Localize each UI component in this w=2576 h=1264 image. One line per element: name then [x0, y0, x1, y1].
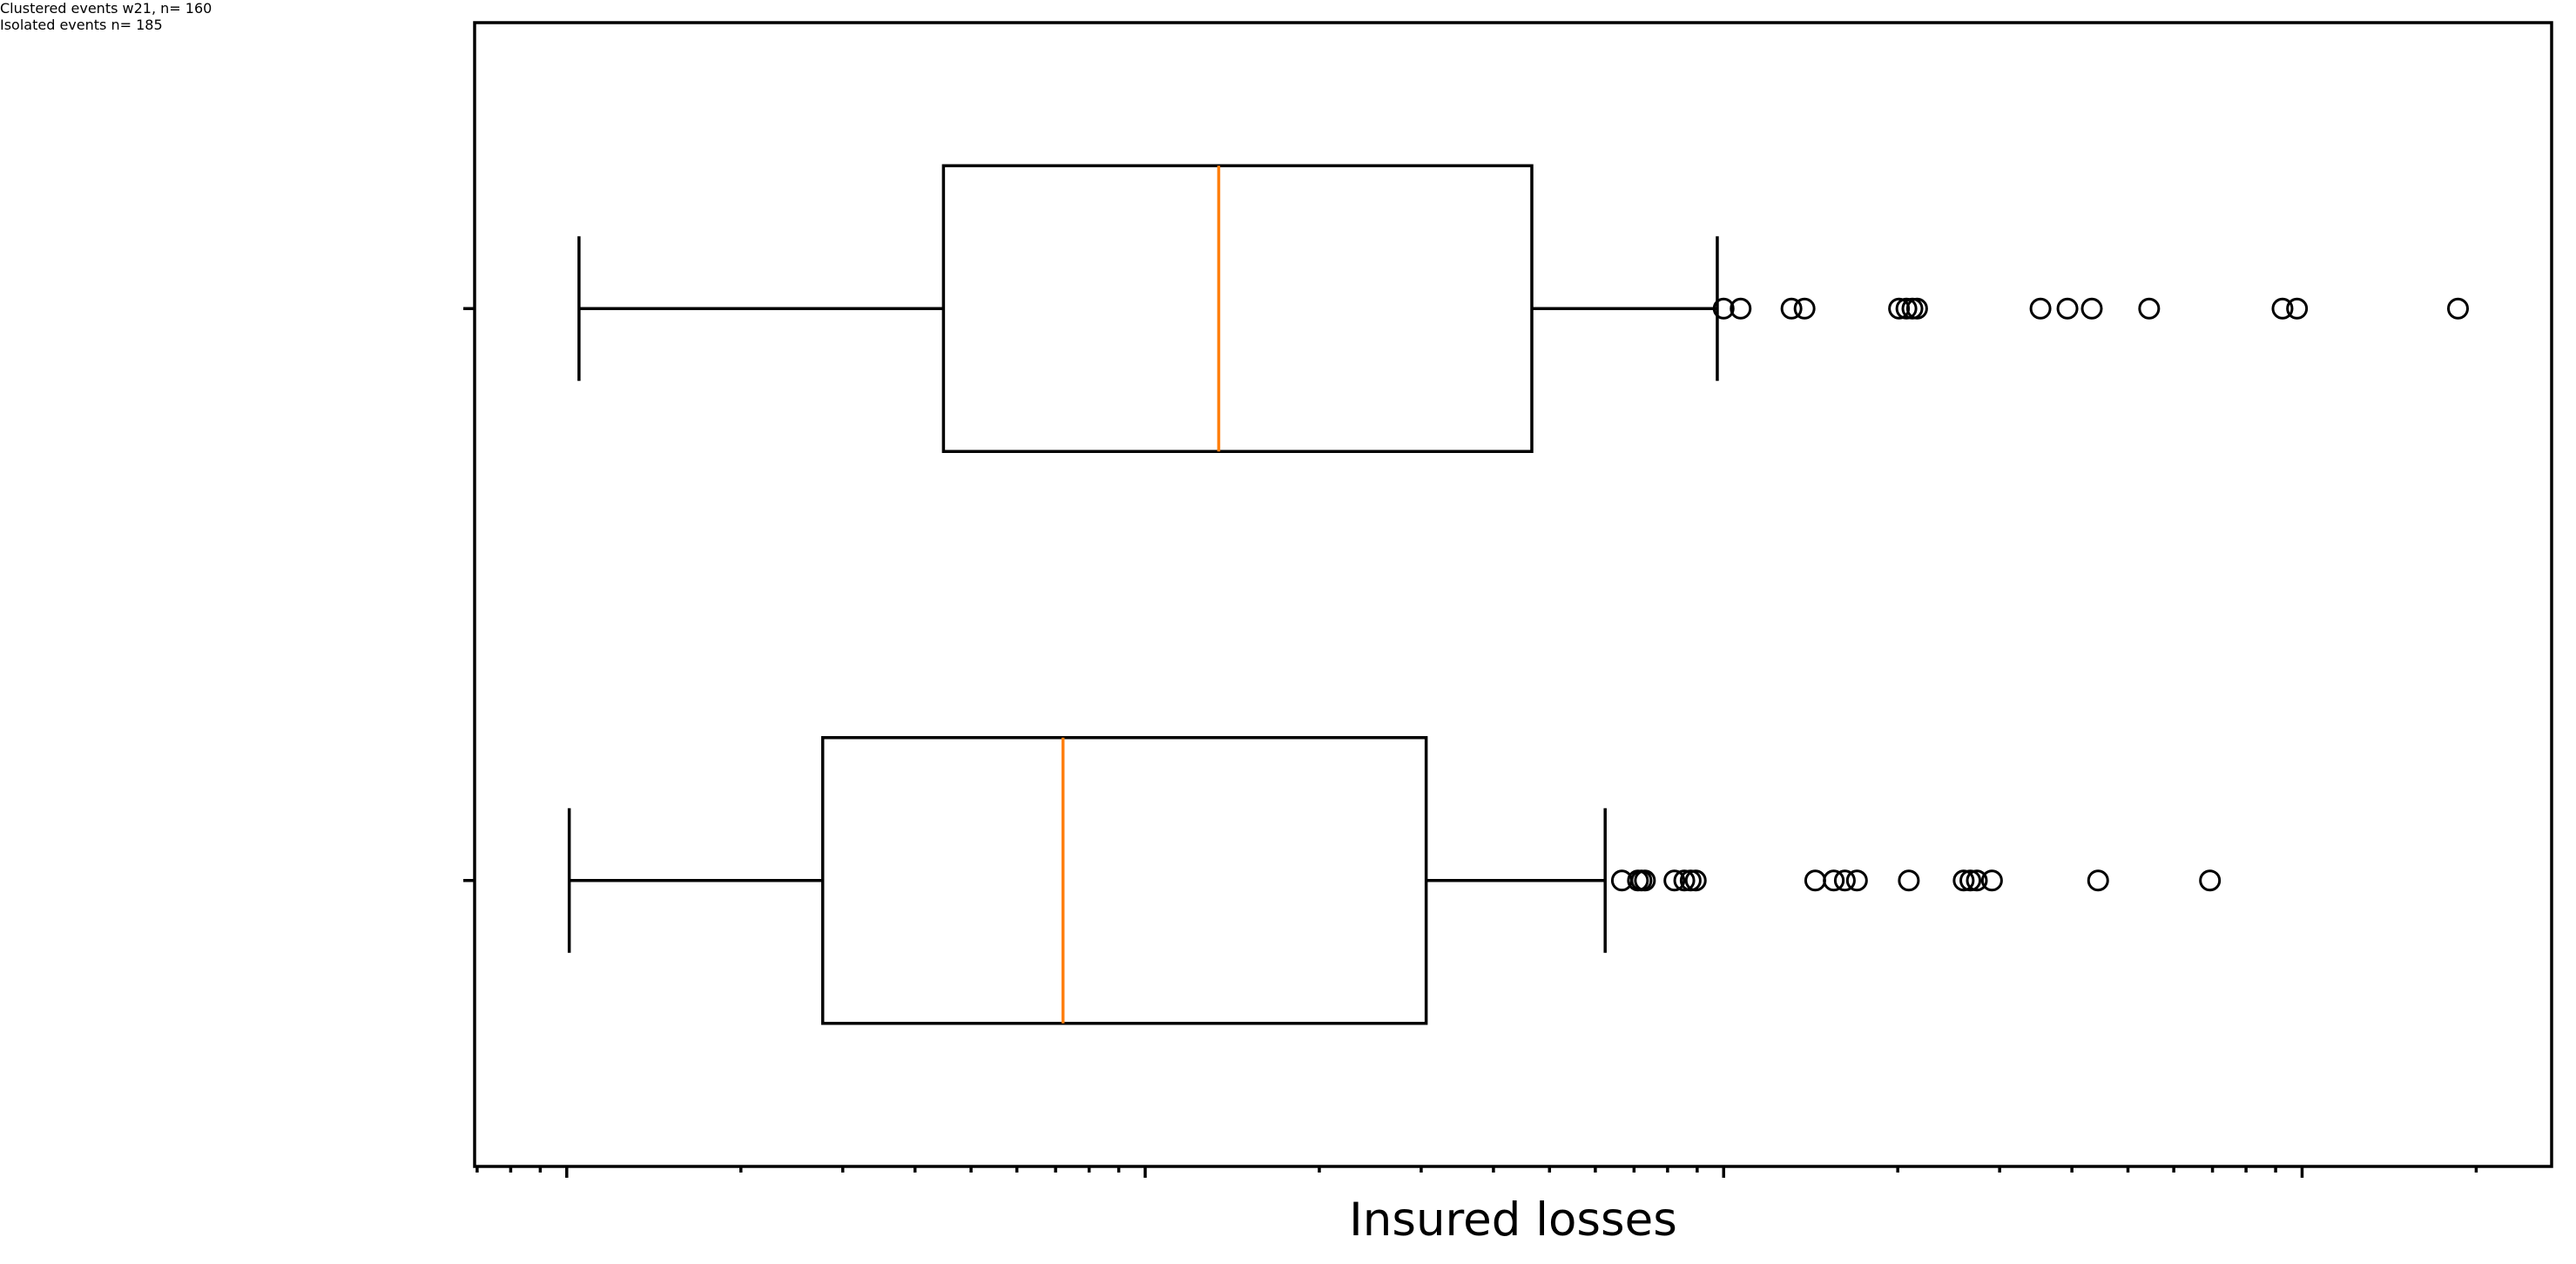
flier — [1898, 869, 1920, 892]
flier — [2087, 869, 2109, 892]
flier — [1980, 869, 2003, 892]
y-tick-label: Clustered events w21, n= 160 — [0, 0, 212, 17]
flier — [1804, 869, 1826, 892]
flier — [1673, 869, 1696, 892]
flier — [1952, 869, 1975, 892]
y-tick-label: Isolated events n= 185 — [0, 17, 163, 33]
flier — [1966, 869, 1988, 892]
flier — [2446, 297, 2469, 320]
flier — [1845, 869, 1868, 892]
flier — [1684, 869, 1707, 892]
flier — [1663, 869, 1686, 892]
flier — [2286, 297, 2309, 320]
flier — [2138, 297, 2161, 320]
flier — [1793, 297, 1816, 320]
box — [941, 164, 1534, 453]
flier — [2080, 297, 2103, 320]
flier — [1823, 869, 1845, 892]
flier — [1634, 869, 1656, 892]
flier — [1959, 869, 1982, 892]
flier — [1730, 297, 1752, 320]
flier — [1780, 297, 1803, 320]
flier — [1712, 297, 1735, 320]
x-axis-label: Insured losses — [1349, 1193, 1677, 1247]
plot-frame — [473, 21, 2553, 1168]
flier — [2199, 869, 2222, 892]
flier — [2271, 297, 2294, 320]
flier — [2029, 297, 2052, 320]
box — [820, 736, 1428, 1025]
flier — [1833, 869, 1856, 892]
flier — [2056, 297, 2079, 320]
flier — [1895, 297, 1918, 320]
flier — [1905, 297, 1928, 320]
